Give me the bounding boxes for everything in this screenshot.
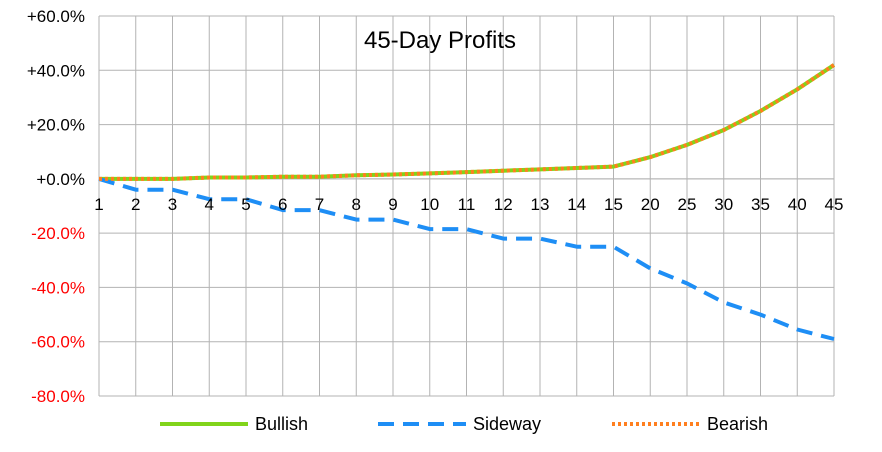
x-tick-label: 13	[531, 195, 550, 214]
y-tick-label: -20.0%	[31, 224, 85, 243]
x-tick-label: 30	[714, 195, 733, 214]
x-tick-labels: 1 2 3 4 5 6 7 8 9 10 11 12 13 14 15 20 25 30 35 40 45	[94, 195, 843, 214]
x-tick-label: 7	[315, 195, 324, 214]
y-tick-labels: +60.0% +40.0% +20.0% +0.0% -20.0% -40.0% -60.0…	[27, 7, 85, 406]
series-line-sideway	[98, 176, 835, 341]
x-tick-label: 45	[825, 195, 844, 214]
x-tick-label: 9	[388, 195, 397, 214]
y-tick-label: -80.0%	[31, 387, 85, 406]
x-tick-label: 11	[458, 195, 476, 214]
chart-title: 45-Day Profits	[364, 27, 516, 54]
x-tick-label: 14	[567, 195, 586, 214]
y-tick-label: +40.0%	[27, 61, 85, 80]
x-tick-label: 2	[131, 195, 140, 214]
series-line-bearish	[99, 63, 836, 181]
x-tick-label: 5	[241, 195, 250, 214]
x-tick-label: 15	[604, 195, 623, 214]
y-tick-label: +0.0%	[36, 170, 85, 189]
legend-label: Sideway	[473, 414, 541, 434]
legend-label: Bullish	[255, 414, 308, 434]
gridlines	[99, 15, 835, 397]
legend: Bullish Sideway Bearish	[160, 414, 768, 434]
x-tick-label: 12	[494, 195, 513, 214]
y-tick-label: -40.0%	[31, 278, 85, 297]
x-tick-label: 20	[641, 195, 660, 214]
x-tick-label: 8	[352, 195, 361, 214]
legend-label: Bearish	[707, 414, 768, 434]
x-tick-label: 4	[205, 195, 214, 214]
y-tick-label: +20.0%	[27, 116, 85, 135]
y-tick-label: -60.0%	[31, 333, 85, 352]
x-tick-label: 40	[788, 195, 807, 214]
y-tick-label: +60.0%	[27, 7, 85, 26]
x-tick-label: 6	[278, 195, 287, 214]
x-tick-label: 25	[678, 195, 697, 214]
x-tick-label: 35	[751, 195, 770, 214]
x-tick-label: 10	[420, 195, 439, 214]
x-tick-label: 1	[94, 195, 103, 214]
series-lines	[98, 63, 836, 341]
x-tick-label: 3	[168, 195, 177, 214]
